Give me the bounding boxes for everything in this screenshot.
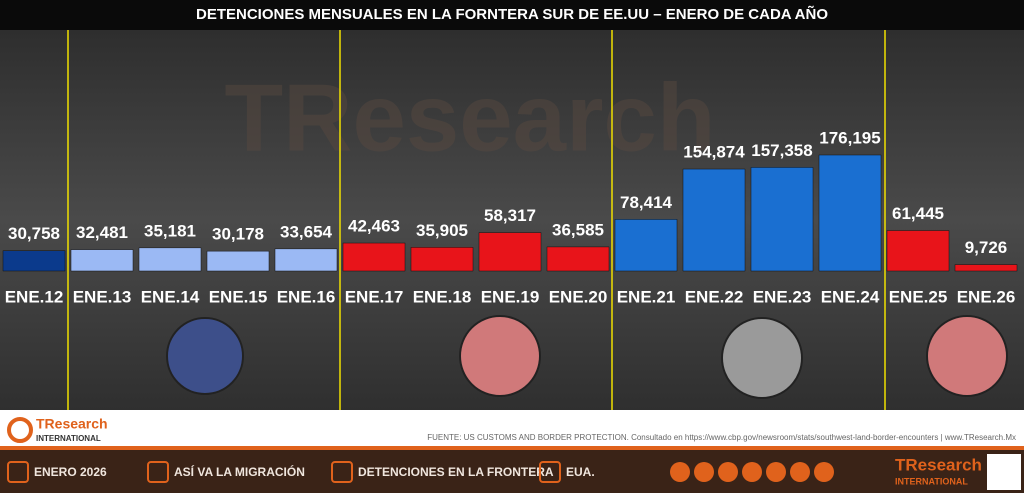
value-label: 32,481 — [76, 223, 128, 242]
value-label: 36,585 — [552, 220, 604, 239]
value-label: 78,414 — [620, 193, 673, 212]
bottom-item: ASÍ VA LA MIGRACIÓN — [174, 464, 305, 479]
bottom-items: ENERO 2026 ASÍ VA LA MIGRACIÓN DETENCIONES… — [7, 461, 595, 483]
title-bar — [0, 0, 1024, 30]
source: FUENTE: US CUSTOMS AND BORDER PROTECTION… — [427, 433, 1016, 442]
item-icon — [147, 461, 169, 483]
qr-code — [987, 454, 1021, 490]
x-tick-label: ENE.18 — [413, 287, 472, 306]
x-tick-label: ENE.13 — [73, 287, 132, 306]
watermark: TResearch — [225, 64, 716, 171]
bar — [614, 219, 678, 272]
bar — [206, 250, 270, 272]
value-label: 58,317 — [484, 206, 536, 225]
value-label: 176,195 — [819, 128, 880, 147]
footer-logo-sub: INTERNATIONAL — [36, 434, 101, 443]
footer — [0, 410, 1024, 450]
bar — [478, 232, 542, 272]
value-label: 154,874 — [683, 143, 745, 162]
value-label: 30,758 — [8, 224, 60, 243]
bottom-logo-sub: INTERNATIONAL — [895, 476, 968, 486]
x-tick-label: ENE.26 — [957, 287, 1016, 306]
x-tick-label: ENE.19 — [481, 287, 540, 306]
social-icons — [670, 462, 834, 482]
bottom-item: EUA. — [566, 465, 595, 479]
portraits — [166, 315, 1008, 399]
x-tick-label: ENE.14 — [141, 287, 200, 306]
x-tick-label: ENE.22 — [685, 287, 744, 306]
x-tick-label: ENE.24 — [821, 287, 880, 306]
x-tick-label: ENE.15 — [209, 287, 268, 306]
item-icon — [539, 461, 561, 483]
x-tick-label: ENE.23 — [753, 287, 812, 306]
bar — [274, 248, 338, 272]
bottom-bar — [0, 450, 1024, 493]
footer-rule — [0, 446, 1024, 450]
bar — [410, 247, 474, 272]
portrait — [459, 315, 541, 397]
value-label: 9,726 — [965, 238, 1008, 257]
value-label: 35,181 — [144, 221, 196, 240]
value-label: 33,654 — [280, 222, 333, 241]
bar — [2, 250, 66, 272]
bar — [342, 242, 406, 272]
portrait — [721, 317, 803, 399]
bar — [138, 247, 202, 272]
value-label: 30,178 — [212, 225, 264, 244]
bar — [818, 154, 882, 272]
bars: 30,758 ENE.12 32,481 ENE.13 35,181 ENE.14 30,1… — [2, 128, 1018, 306]
item-icon — [7, 461, 29, 483]
bar — [546, 246, 610, 272]
x-tick-label: ENE.16 — [277, 287, 336, 306]
footer-logo: TResearch — [36, 416, 108, 432]
x-tick-label: ENE.21 — [617, 287, 676, 306]
bar — [70, 249, 134, 272]
portrait — [166, 317, 244, 395]
value-label: 42,463 — [348, 217, 400, 236]
x-tick-label: ENE.12 — [5, 287, 64, 306]
logo-icon — [7, 417, 33, 443]
bottom-item: ENERO 2026 — [34, 465, 107, 479]
bar — [954, 264, 1018, 272]
bar — [750, 167, 814, 272]
bar — [886, 230, 950, 272]
x-tick-label: ENE.17 — [345, 287, 404, 306]
value-label: 35,905 — [416, 221, 468, 240]
bottom-logo: TResearch — [895, 455, 982, 474]
bar — [682, 168, 746, 272]
value-label: 157,358 — [751, 141, 812, 160]
period-separators — [67, 30, 886, 410]
x-tick-label: ENE.20 — [549, 287, 608, 306]
bottom-item: DETENCIONES EN LA FRONTERA — [358, 465, 554, 479]
value-label: 61,445 — [892, 204, 944, 223]
x-tick-label: ENE.25 — [889, 287, 948, 306]
portrait — [926, 315, 1008, 397]
item-icon — [331, 461, 353, 483]
chart-title: DETENCIONES MENSUALES EN LA FORNTERA SUR… — [196, 5, 828, 23]
